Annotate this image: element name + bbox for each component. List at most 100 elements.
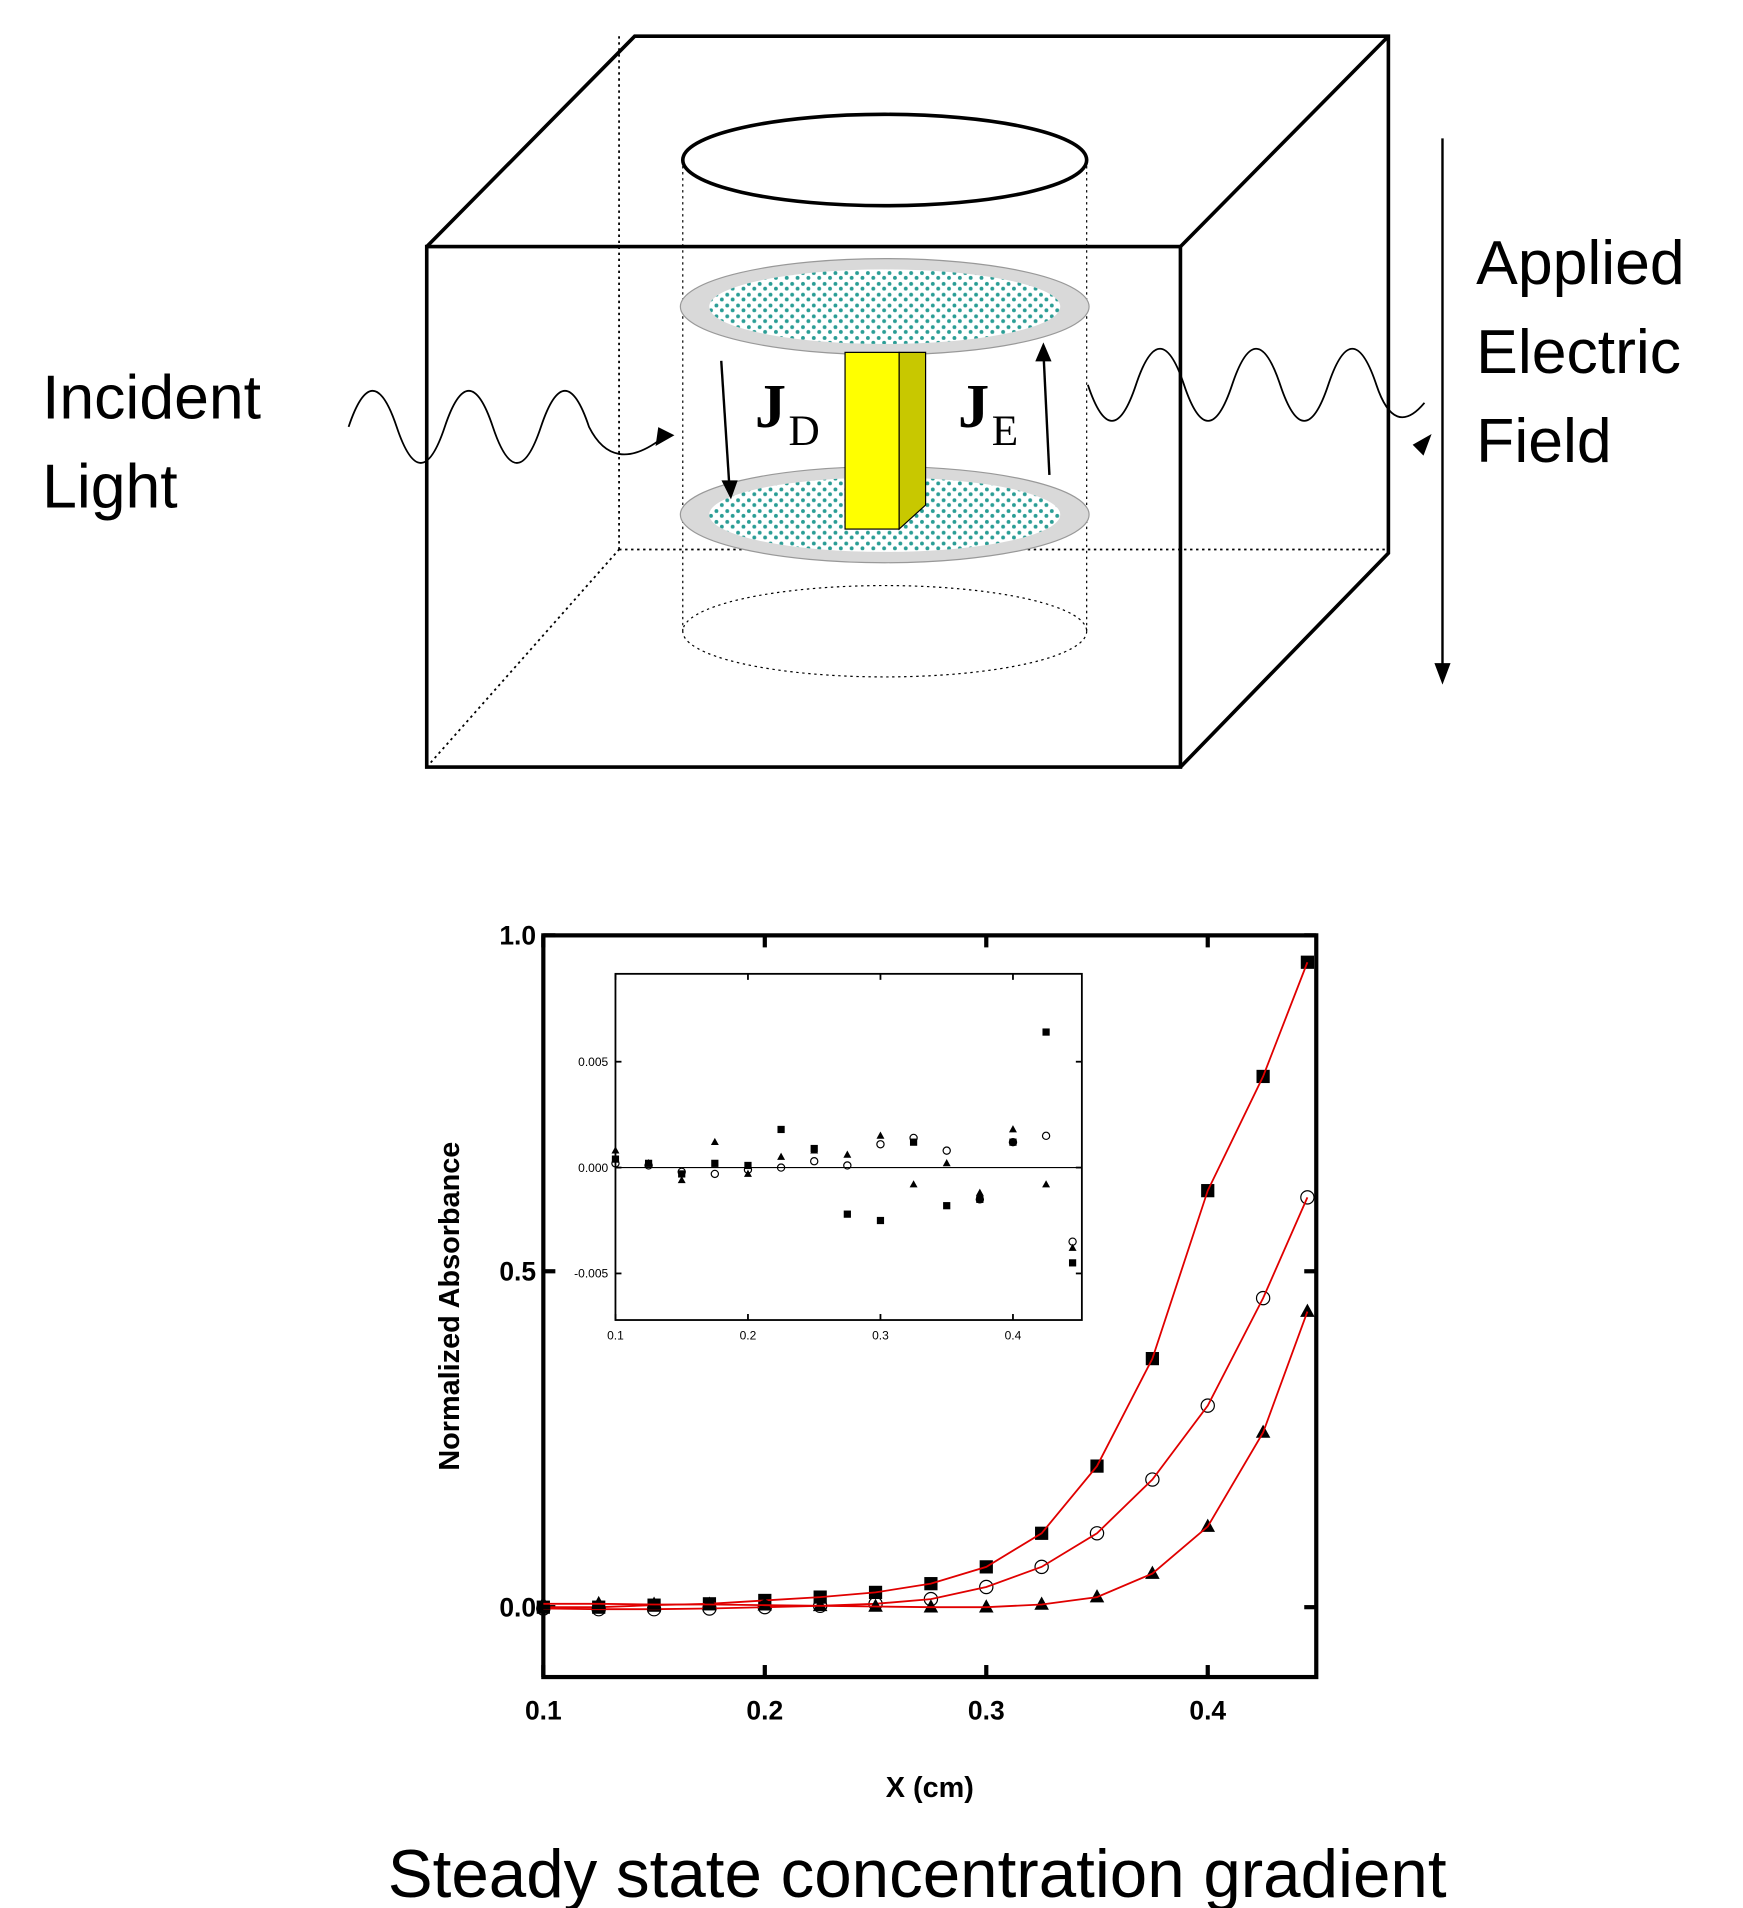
marker-square: [909, 1138, 918, 1146]
marker-circle: [1089, 1526, 1105, 1541]
x-tick-label: 0.2: [746, 1695, 783, 1725]
marker-circle: [1041, 1131, 1051, 1141]
marker-triangle: [1042, 1180, 1051, 1188]
flux-subscript: E: [992, 407, 1018, 455]
particles-top: [709, 269, 1061, 344]
marker-triangle: [710, 1137, 719, 1146]
y-tick-label: 0.5: [499, 1257, 536, 1287]
x-tick-label: 0.1: [525, 1695, 562, 1725]
arrow-head: [1412, 433, 1432, 456]
marker-triangle: [1068, 1243, 1077, 1251]
fit-line: [543, 1197, 1309, 1611]
marker-triangle: [923, 1599, 939, 1613]
incident-label: Incident: [42, 362, 261, 432]
arrow-head: [655, 427, 675, 447]
marker-circle: [979, 1579, 994, 1595]
marker-triangle: [1300, 1303, 1315, 1317]
x-tick-label: 0.4: [1189, 1695, 1226, 1725]
flux-labels: J D J E: [755, 371, 1018, 455]
marker-triangle: [979, 1599, 994, 1613]
y-tick-label: 1.0: [499, 921, 536, 951]
diagram-labels: Incident Light Applied Electric Field: [42, 228, 1685, 522]
light-wave: [347, 390, 662, 464]
marker-triangle: [646, 1596, 662, 1610]
marker-circle: [1034, 1559, 1049, 1575]
cylinder-top: [680, 112, 1089, 208]
x-tick-label: 0.3: [872, 1328, 889, 1342]
y-tick-label: 0.000: [578, 1161, 608, 1175]
marker-triangle: [1034, 1596, 1049, 1610]
field-label: Field: [1476, 406, 1611, 476]
marker-circle: [876, 1140, 885, 1149]
marker-triangle: [876, 1131, 885, 1139]
marker-triangle: [843, 1150, 852, 1158]
box-front: [424, 244, 1183, 769]
marker-triangle: [777, 1152, 786, 1160]
marker-square: [1042, 1028, 1050, 1036]
field-label: Applied: [1476, 228, 1684, 298]
marker-circle: [1300, 1190, 1315, 1205]
arrow-head: [1035, 342, 1052, 362]
marker-square: [1009, 1138, 1017, 1146]
y-tick-label: 0.005: [578, 1055, 608, 1069]
marker-square: [777, 1125, 785, 1134]
marker-circle: [1255, 1290, 1271, 1306]
marker-square: [611, 1155, 620, 1163]
marker-circle: [611, 1159, 620, 1168]
x-tick-label: 0.1: [607, 1328, 624, 1342]
caption: Steady state concentration gradient: [388, 1837, 1447, 1908]
marker-square: [876, 1216, 885, 1225]
marker-square: [976, 1195, 984, 1203]
beam-side: [898, 351, 927, 531]
flux-symbol: J: [755, 371, 786, 441]
marker-triangle: [743, 1169, 752, 1177]
field-label: Electric: [1476, 317, 1681, 387]
arrow-head: [721, 480, 738, 500]
marker-circle: [909, 1133, 918, 1143]
marker-circle: [1145, 1472, 1160, 1487]
marker-triangle: [812, 1597, 828, 1612]
x-tick-label: 0.4: [1005, 1328, 1022, 1342]
diagram: [347, 34, 1451, 769]
y-tick-label: 0.0: [499, 1592, 536, 1622]
marker-square: [711, 1159, 719, 1167]
marker-triangle: [1089, 1589, 1105, 1603]
marker-circle: [810, 1157, 819, 1166]
marker-triangle: [536, 1595, 551, 1610]
marker-triangle: [702, 1596, 717, 1610]
flux-arrow: [720, 360, 731, 491]
x-axis-label: X (cm): [886, 1772, 974, 1804]
marker-square: [678, 1170, 686, 1178]
y-tick-label: -0.005: [574, 1267, 608, 1281]
marker-circle: [1200, 1398, 1215, 1413]
incident-label: Light: [42, 451, 178, 521]
marker-square: [943, 1202, 951, 1210]
marker-triangle: [942, 1159, 951, 1167]
cylinder-bottom: [682, 584, 1088, 678]
box-edge: [1179, 34, 1390, 248]
marker-square: [843, 1210, 851, 1218]
marker-circle: [776, 1163, 786, 1172]
marker-triangle: [810, 1146, 819, 1154]
hidden-edge: [426, 548, 620, 768]
arrow-head: [1434, 663, 1451, 685]
marker-circle: [710, 1169, 720, 1179]
marker-triangle: [1008, 1125, 1017, 1133]
flux-arrow: [1042, 351, 1051, 476]
marker-circle: [942, 1146, 951, 1155]
marker-triangle: [975, 1188, 984, 1196]
flux-subscript: D: [789, 407, 820, 455]
marker-circle: [1008, 1137, 1018, 1147]
flux-symbol: J: [958, 371, 989, 441]
plot-frame: [614, 972, 1083, 1321]
x-tick-label: 0.2: [740, 1328, 757, 1342]
marker-square: [1068, 1259, 1077, 1267]
marker-circle: [677, 1167, 686, 1177]
marker-square: [744, 1161, 752, 1170]
y-axis-label: Normalized Absorbance: [434, 1142, 466, 1471]
beam-front: [844, 351, 900, 530]
inset-chart: 0.1 0.2 0.3 0.4 0.005 0.000 -0.005: [574, 972, 1083, 1342]
marker-triangle: [611, 1146, 620, 1154]
marker-triangle: [591, 1595, 606, 1610]
